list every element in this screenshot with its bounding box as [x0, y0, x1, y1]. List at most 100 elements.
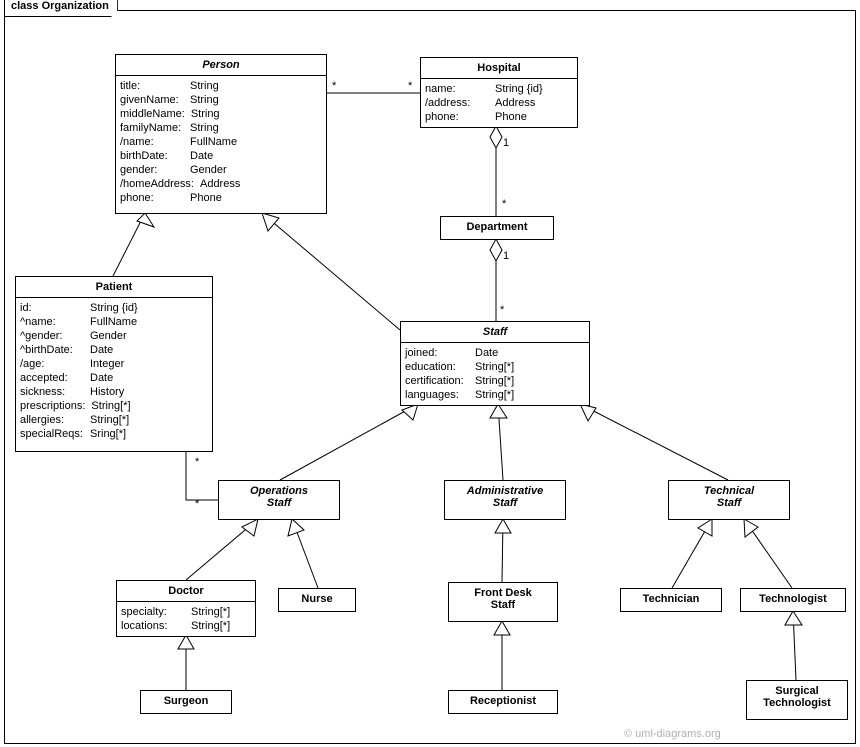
attr-name: ^name:	[20, 315, 84, 329]
multiplicity-label: *	[332, 80, 336, 92]
attribute-row: phone:Phone	[120, 191, 322, 205]
attr-name: familyName:	[120, 121, 184, 135]
class-staff: Staffjoined:Dateeducation:String[*]certi…	[400, 321, 590, 406]
attr-type: FullName	[84, 315, 208, 329]
attribute-row: /age:Integer	[20, 357, 208, 371]
class-technologist: Technologist	[740, 588, 846, 612]
multiplicity-label: *	[502, 198, 506, 210]
attr-name: givenName:	[120, 93, 184, 107]
attr-type: Date	[184, 149, 322, 163]
attr-name: title:	[120, 79, 184, 93]
class-title: Person	[116, 55, 326, 76]
attribute-row: ^name:FullName	[20, 315, 208, 329]
attr-type: Phone	[489, 110, 573, 124]
class-attributes: title:StringgivenName:StringmiddleName:S…	[116, 76, 326, 208]
attr-name: middleName:	[120, 107, 185, 121]
multiplicity-label: *	[500, 304, 504, 316]
class-title: Doctor	[117, 581, 255, 602]
class-hospital: Hospitalname:String {id}/address:Address…	[420, 57, 578, 128]
class-doctor: Doctorspecialty:String[*]locations:Strin…	[116, 580, 256, 637]
attr-type: String[*]	[469, 374, 585, 388]
multiplicity-label: *	[195, 498, 199, 510]
class-title: OperationsStaff	[219, 481, 339, 513]
uml-class-diagram: class Organization Persontitle:Stringgiv…	[0, 0, 860, 747]
attr-name: education:	[405, 360, 469, 374]
multiplicity-label: 1	[503, 137, 509, 149]
attr-name: specialReqs:	[20, 427, 84, 441]
class-technician: Technician	[620, 588, 722, 612]
attr-type: String	[184, 79, 322, 93]
class-title: AdministrativeStaff	[445, 481, 565, 513]
class-attributes: name:String {id}/address:Addressphone:Ph…	[421, 79, 577, 127]
class-attributes: specialty:String[*]locations:String[*]	[117, 602, 255, 636]
attr-type: String[*]	[185, 605, 251, 619]
class-nurse: Nurse	[278, 588, 356, 612]
class-title: Front DeskStaff	[449, 583, 557, 615]
attr-name: /age:	[20, 357, 84, 371]
attribute-row: joined:Date	[405, 346, 585, 360]
attr-type: String {id}	[489, 82, 573, 96]
attr-type: Date	[84, 343, 208, 357]
attr-type: Integer	[84, 357, 208, 371]
attr-name: specialty:	[121, 605, 185, 619]
attribute-row: middleName:String	[120, 107, 322, 121]
class-frontdesk: Front DeskStaff	[448, 582, 558, 622]
attr-type: String	[184, 121, 322, 135]
attr-type: Address	[194, 177, 322, 191]
attr-type: FullName	[184, 135, 322, 149]
attribute-row: accepted:Date	[20, 371, 208, 385]
attr-name: /address:	[425, 96, 489, 110]
attr-name: ^gender:	[20, 329, 84, 343]
class-title: Surgeon	[141, 691, 231, 711]
attribute-row: id:String {id}	[20, 301, 208, 315]
attr-name: prescriptions:	[20, 399, 85, 413]
class-surgeon: Surgeon	[140, 690, 232, 714]
attribute-row: gender:Gender	[120, 163, 322, 177]
attribute-row: givenName:String	[120, 93, 322, 107]
class-title: Hospital	[421, 58, 577, 79]
multiplicity-label: *	[408, 80, 412, 92]
attr-type: Phone	[184, 191, 322, 205]
attribute-row: specialReqs:Sring[*]	[20, 427, 208, 441]
attribute-row: locations:String[*]	[121, 619, 251, 633]
class-title: Technician	[621, 589, 721, 609]
attribute-row: ^gender:Gender	[20, 329, 208, 343]
class-techstaff: TechnicalStaff	[668, 480, 790, 520]
attribute-row: phone:Phone	[425, 110, 573, 124]
attr-name: sickness:	[20, 385, 84, 399]
attr-name: birthDate:	[120, 149, 184, 163]
attr-type: String {id}	[84, 301, 208, 315]
attribute-row: languages:String[*]	[405, 388, 585, 402]
attribute-row: birthDate:Date	[120, 149, 322, 163]
class-attributes: id:String {id}^name:FullName^gender:Gend…	[16, 298, 212, 444]
attr-type: Gender	[184, 163, 322, 177]
multiplicity-label: 1	[503, 250, 509, 262]
attribute-row: certification:String[*]	[405, 374, 585, 388]
class-title: SurgicalTechnologist	[747, 681, 847, 713]
attr-type: String	[185, 107, 322, 121]
attribute-row: specialty:String[*]	[121, 605, 251, 619]
attr-name: ^birthDate:	[20, 343, 84, 357]
multiplicity-label: *	[195, 456, 199, 468]
attr-type: String	[184, 93, 322, 107]
class-title: Technologist	[741, 589, 845, 609]
attr-type: Date	[84, 371, 208, 385]
attr-type: Address	[489, 96, 573, 110]
attr-type: String[*]	[85, 399, 208, 413]
class-adminstaff: AdministrativeStaff	[444, 480, 566, 520]
class-title: Patient	[16, 277, 212, 298]
attr-name: joined:	[405, 346, 469, 360]
class-attributes: joined:Dateeducation:String[*]certificat…	[401, 343, 589, 405]
attribute-row: /homeAddress:Address	[120, 177, 322, 191]
class-surgtech: SurgicalTechnologist	[746, 680, 848, 720]
attribute-row: education:String[*]	[405, 360, 585, 374]
class-title: Staff	[401, 322, 589, 343]
attribute-row: /name:FullName	[120, 135, 322, 149]
attr-name: /homeAddress:	[120, 177, 194, 191]
attr-name: languages:	[405, 388, 469, 402]
attr-type: Gender	[84, 329, 208, 343]
attribute-row: ^birthDate:Date	[20, 343, 208, 357]
frame-label: class Organization	[4, 0, 118, 17]
class-person: Persontitle:StringgivenName:Stringmiddle…	[115, 54, 327, 214]
attr-name: id:	[20, 301, 84, 315]
